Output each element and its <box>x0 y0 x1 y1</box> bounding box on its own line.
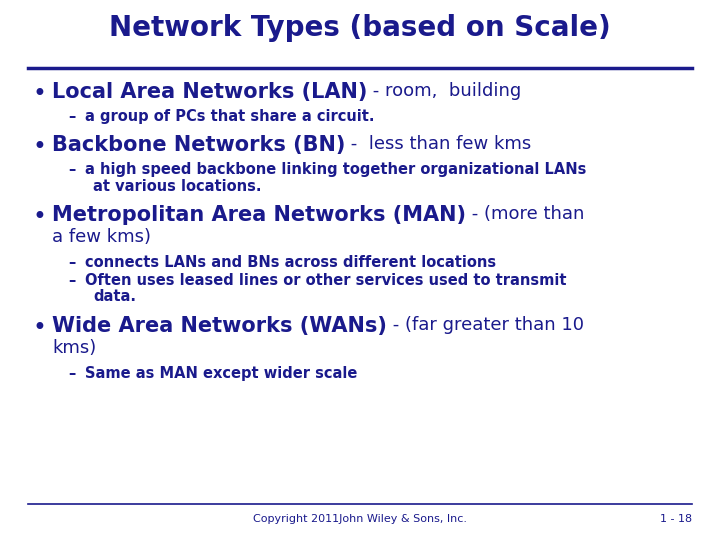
Text: Backbone Networks (BN): Backbone Networks (BN) <box>52 136 346 156</box>
Text: Same as MAN except wider scale: Same as MAN except wider scale <box>85 366 357 381</box>
Text: •: • <box>32 82 46 106</box>
Text: –: – <box>68 273 76 288</box>
Text: •: • <box>32 316 46 340</box>
Text: Network Types (based on Scale): Network Types (based on Scale) <box>109 14 611 42</box>
Text: data.: data. <box>93 289 136 305</box>
Text: at various locations.: at various locations. <box>93 179 261 193</box>
Text: a high speed backbone linking together organizational LANs: a high speed backbone linking together o… <box>85 163 586 177</box>
Text: Often uses leased lines or other services used to transmit: Often uses leased lines or other service… <box>85 273 567 288</box>
Text: –: – <box>68 163 76 177</box>
Text: –: – <box>68 366 76 381</box>
Text: - room,  building: - room, building <box>367 82 521 100</box>
Text: Copyright 2011John Wiley & Sons, Inc.: Copyright 2011John Wiley & Sons, Inc. <box>253 514 467 524</box>
Text: -  less than few kms: - less than few kms <box>346 136 531 153</box>
Text: •: • <box>32 205 46 229</box>
Text: 1 - 18: 1 - 18 <box>660 514 692 524</box>
Text: - (far greater than 10: - (far greater than 10 <box>387 316 584 334</box>
Text: –: – <box>68 255 76 270</box>
Text: Wide Area Networks (WANs): Wide Area Networks (WANs) <box>52 316 387 336</box>
Text: •: • <box>32 136 46 159</box>
Text: connects LANs and BNs across different locations: connects LANs and BNs across different l… <box>85 255 496 270</box>
Text: Local Area Networks (LAN): Local Area Networks (LAN) <box>52 82 367 102</box>
Text: a few kms): a few kms) <box>52 228 151 246</box>
Text: - (more than: - (more than <box>466 205 585 223</box>
Text: –: – <box>68 109 76 124</box>
Text: Metropolitan Area Networks (MAN): Metropolitan Area Networks (MAN) <box>52 205 466 225</box>
Text: a group of PCs that share a circuit.: a group of PCs that share a circuit. <box>85 109 374 124</box>
Text: kms): kms) <box>52 339 96 356</box>
